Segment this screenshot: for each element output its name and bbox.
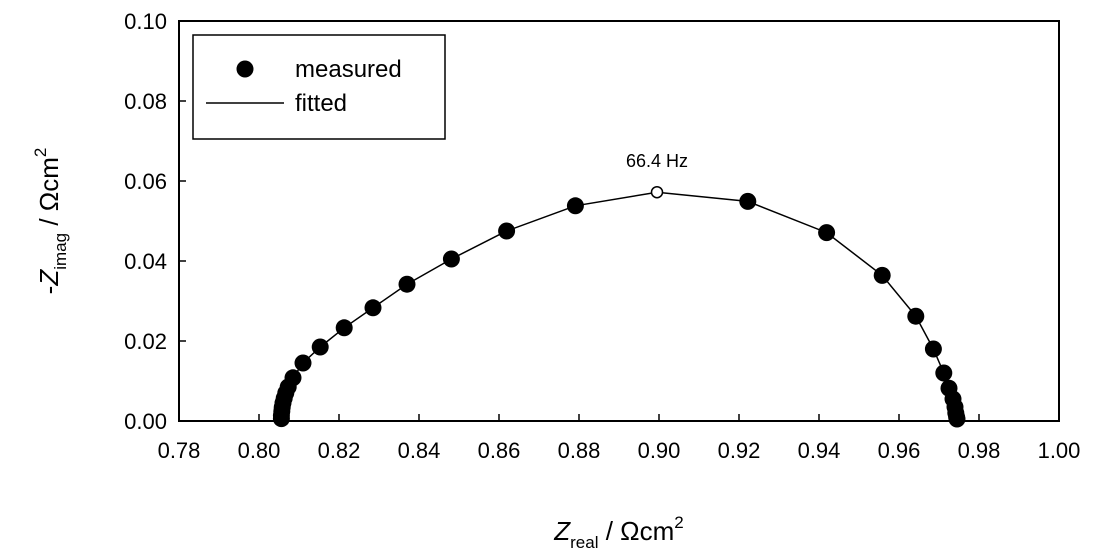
x-axis-ticks: 0.78 0.80 0.82 0.84 0.86 0.88 0.90 0.92 0.94 0.96… [158, 414, 1081, 463]
x-tick-label: 0.90 [638, 438, 681, 463]
y-tick-label: 0.04 [124, 249, 167, 274]
x-axis-title-sub: real [570, 533, 598, 552]
x-tick-label: 1.00 [1038, 438, 1081, 463]
x-axis-title-var: Z [553, 516, 571, 546]
x-tick-label: 0.94 [798, 438, 841, 463]
measured-point [907, 307, 925, 325]
measured-point [935, 364, 953, 382]
legend-marker-measured [236, 60, 254, 78]
x-tick-label: 0.80 [238, 438, 281, 463]
measured-point [924, 340, 942, 358]
y-axis-title-sup: 2 [31, 148, 50, 157]
x-axis-title-sup: 2 [674, 513, 683, 532]
measured-point [948, 410, 966, 428]
measured-point [284, 369, 302, 387]
measured-point [498, 222, 516, 240]
y-axis-title-sub: imag [51, 233, 70, 270]
x-tick-label: 0.78 [158, 438, 201, 463]
measured-point [739, 192, 757, 210]
plot-frame [178, 20, 1060, 422]
x-tick-label: 0.86 [478, 438, 521, 463]
measured-point [873, 266, 891, 284]
measured-point [818, 224, 836, 242]
legend-label-measured: measured [295, 56, 402, 83]
measured-point [311, 338, 329, 356]
annotation-layer: 66.4 Hz [626, 151, 688, 171]
x-axis-title-unit: / Ωcm [599, 516, 675, 546]
y-tick-label: 0.06 [124, 169, 167, 194]
measured-point [364, 299, 382, 317]
y-axis-ticks: 0.00 0.02 0.04 0.06 0.08 0.10 [124, 9, 186, 434]
y-tick-label: 0.10 [124, 9, 167, 34]
measured-point [566, 197, 584, 215]
y-tick-label: 0.00 [124, 409, 167, 434]
series-layer [272, 185, 966, 428]
x-tick-label: 0.84 [398, 438, 441, 463]
y-axis-title-var: Z [34, 269, 64, 287]
frequency-annotation: 66.4 Hz [626, 151, 688, 171]
measured-point [335, 319, 353, 337]
x-axis-title: Zreal / Ωcm2 [553, 513, 683, 552]
measured-point [398, 275, 416, 293]
x-tick-label: 0.92 [718, 438, 761, 463]
measured-point [294, 354, 312, 372]
y-axis-title: -Zimag / Ωcm2 [31, 148, 70, 295]
y-tick-label: 0.08 [124, 89, 167, 114]
y-axis-title-prefix: - [34, 286, 64, 295]
x-tick-label: 0.98 [958, 438, 1001, 463]
legend: measured fitted [192, 34, 446, 140]
measured-point [442, 250, 460, 268]
highlight-point [650, 185, 664, 199]
legend-label-fitted: fitted [295, 90, 347, 117]
x-tick-label: 0.88 [558, 438, 601, 463]
y-tick-label: 0.02 [124, 329, 167, 354]
fitted-line [280, 191, 958, 422]
x-tick-label: 0.96 [878, 438, 921, 463]
legend-box [192, 34, 446, 140]
x-tick-label: 0.82 [318, 438, 361, 463]
y-axis-title-unit: / Ωcm [34, 157, 64, 233]
